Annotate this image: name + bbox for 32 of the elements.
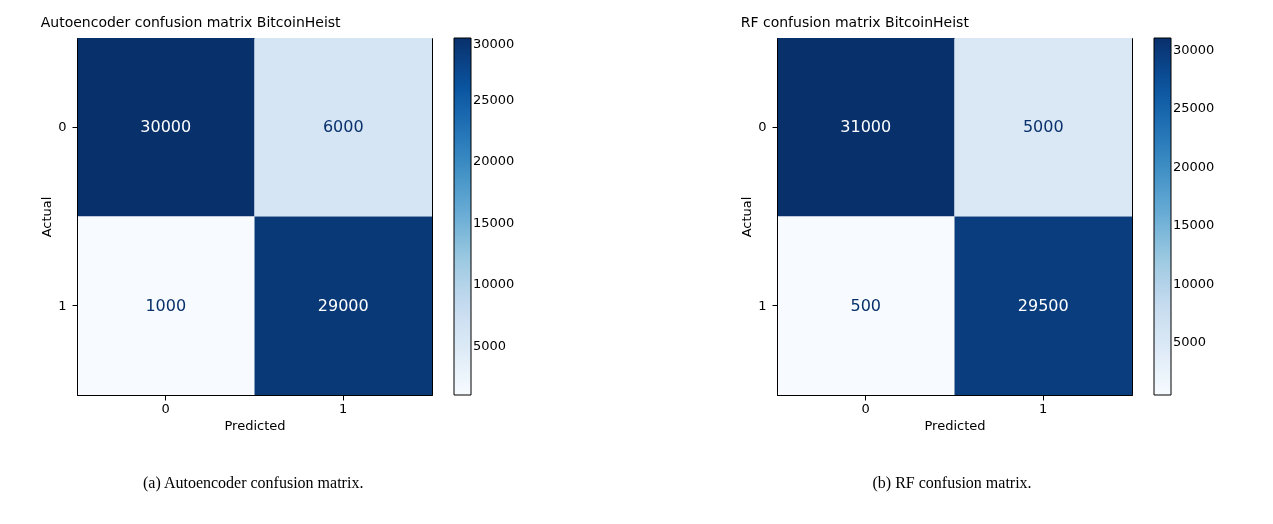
color-bar-label: 25000 [1173,100,1215,116]
chart-title: Autoencoder confusion matrix BitcoinHeist [40,14,342,30]
data-label: 6000 [322,117,364,137]
x-tick-label: 1 [339,400,348,416]
text: (b) RF confusion matrix. [872,474,1032,492]
color-bar-label: 10000 [473,276,515,292]
y-axis-title: Actual [739,196,755,238]
data-label: 500 [850,295,882,315]
x-tick-label: 0 [861,400,870,416]
chart-title: RF confusion matrix BitcoinHeist [740,14,970,30]
color-bar-label: 15000 [1173,217,1215,233]
data-label: 31000 [840,117,892,137]
x-tick-label: 0 [161,400,170,416]
color-bar-label: 15000 [473,214,515,230]
x-axis-title: Predicted [224,417,286,433]
data-label: 1000 [145,295,187,315]
data-label: 30000 [140,117,192,137]
color-bar-label: 30000 [473,36,515,51]
data-label: 29500 [1017,295,1069,315]
data-label: 5000 [1022,117,1064,137]
y-axis-title: Actual [39,196,55,238]
color-bar-label: 5000 [1173,334,1207,350]
color-bar-label: 10000 [1173,275,1215,291]
color-bar-label: 30000 [1173,41,1215,57]
text: (a) Autoencoder confusion matrix. [143,474,364,492]
x-axis-title: Predicted [924,417,986,433]
color-bar-label: 20000 [1173,158,1215,174]
data-label: 29000 [317,295,369,315]
x-tick-label: 1 [1039,400,1048,416]
color-bar-label: 20000 [473,153,515,169]
color-bar-label: 5000 [473,337,507,353]
color-bar-label: 25000 [473,91,515,107]
